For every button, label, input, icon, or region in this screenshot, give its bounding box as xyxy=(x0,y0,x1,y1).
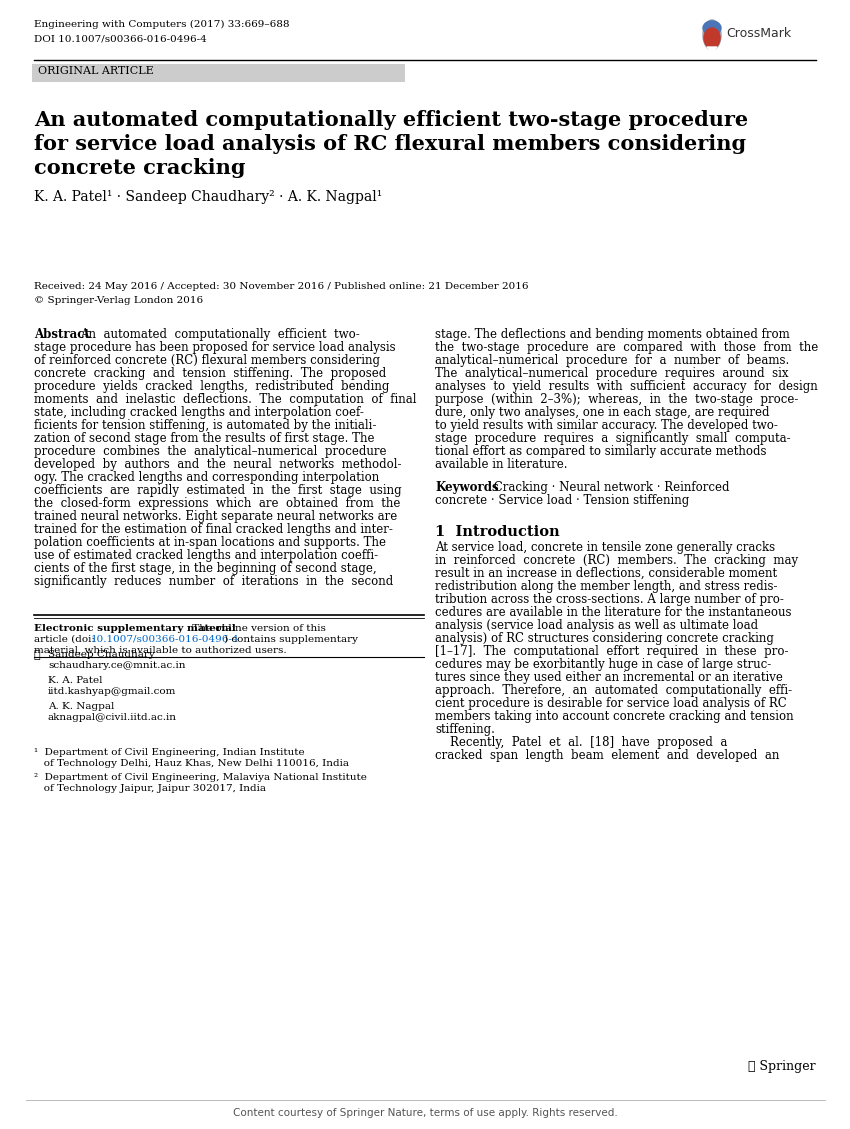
Text: trained neural networks. Eight separate neural networks are: trained neural networks. Eight separate … xyxy=(34,510,397,523)
Text: At service load, concrete in tensile zone generally cracks: At service load, concrete in tensile zon… xyxy=(435,541,775,554)
Text: ℒ Springer: ℒ Springer xyxy=(748,1060,816,1073)
Text: [1–17].  The  computational  effort  required  in  these  pro-: [1–17]. The computational effort require… xyxy=(435,645,789,658)
Text: ²  Department of Civil Engineering, Malaviya National Institute: ² Department of Civil Engineering, Malav… xyxy=(34,773,367,782)
Text: CrossMark: CrossMark xyxy=(726,27,791,40)
Text: Cracking · Neural network · Reinforced: Cracking · Neural network · Reinforced xyxy=(490,481,729,495)
Text: tional effort as compared to similarly accurate methods: tional effort as compared to similarly a… xyxy=(435,445,767,458)
Text: Electronic supplementary material: Electronic supplementary material xyxy=(34,624,235,633)
Text: An automated computationally efficient two-stage procedure: An automated computationally efficient t… xyxy=(34,110,748,130)
Text: Engineering with Computers (2017) 33:669–688: Engineering with Computers (2017) 33:669… xyxy=(34,20,290,29)
Text: members taking into account concrete cracking and tension: members taking into account concrete cra… xyxy=(435,710,794,723)
Text: to yield results with similar accuracy. The developed two-: to yield results with similar accuracy. … xyxy=(435,419,778,432)
Text: Sandeep Chaudhary: Sandeep Chaudhary xyxy=(48,650,155,659)
Text: stage. The deflections and bending moments obtained from: stage. The deflections and bending momen… xyxy=(435,329,790,341)
Text: purpose  (within  2–3%);  whereas,  in  the  two-stage  proce-: purpose (within 2–3%); whereas, in the t… xyxy=(435,393,798,406)
Text: developed  by  authors  and  the  neural  networks  methodol-: developed by authors and the neural netw… xyxy=(34,458,401,471)
Text: redistribution along the member length, and stress redis-: redistribution along the member length, … xyxy=(435,580,778,593)
Text: The online version of this: The online version of this xyxy=(189,624,326,633)
Text: Abstract: Abstract xyxy=(34,329,90,341)
Text: stage  procedure  requires  a  significantly  small  computa-: stage procedure requires a significantly… xyxy=(435,432,790,445)
Ellipse shape xyxy=(703,20,721,50)
Text: coefficients  are  rapidly  estimated  in  the  first  stage  using: coefficients are rapidly estimated in th… xyxy=(34,484,401,497)
Text: tures since they used either an incremental or an iterative: tures since they used either an incremen… xyxy=(435,671,783,684)
Text: ¹  Department of Civil Engineering, Indian Institute: ¹ Department of Civil Engineering, India… xyxy=(34,749,304,758)
Text: The  analytical–numerical  procedure  requires  around  six: The analytical–numerical procedure requi… xyxy=(435,367,789,380)
Text: use of estimated cracked lengths and interpolation coeffi-: use of estimated cracked lengths and int… xyxy=(34,549,378,562)
Text: concrete  cracking  and  tension  stiffening.  The  proposed: concrete cracking and tension stiffening… xyxy=(34,367,386,380)
Text: procedure  combines  the  analytical–numerical  procedure: procedure combines the analytical–numeri… xyxy=(34,445,387,458)
Text: ✉: ✉ xyxy=(34,650,41,660)
Text: significantly  reduces  number  of  iterations  in  the  second: significantly reduces number of iteratio… xyxy=(34,575,394,588)
Text: in  reinforced  concrete  (RC)  members.  The  cracking  may: in reinforced concrete (RC) members. The… xyxy=(435,554,798,567)
Text: An  automated  computationally  efficient  two-: An automated computationally efficient t… xyxy=(80,329,360,341)
Text: result in an increase in deflections, considerable moment: result in an increase in deflections, co… xyxy=(435,567,777,580)
Text: analysis) of RC structures considering concrete cracking: analysis) of RC structures considering c… xyxy=(435,632,774,645)
Text: K. A. Patel: K. A. Patel xyxy=(48,676,103,685)
Text: 10.1007/s00366-016-0496-4: 10.1007/s00366-016-0496-4 xyxy=(91,634,240,644)
Text: cedures are available in the literature for the instantaneous: cedures are available in the literature … xyxy=(435,606,791,619)
Text: state, including cracked lengths and interpolation coef-: state, including cracked lengths and int… xyxy=(34,406,364,419)
Text: of reinforced concrete (RC) flexural members considering: of reinforced concrete (RC) flexural mem… xyxy=(34,355,380,367)
Text: Content courtesy of Springer Nature, terms of use apply. Rights reserved.: Content courtesy of Springer Nature, ter… xyxy=(233,1108,617,1118)
Text: cient procedure is desirable for service load analysis of RC: cient procedure is desirable for service… xyxy=(435,697,787,710)
Text: approach.  Therefore,  an  automated  computationally  effi-: approach. Therefore, an automated comput… xyxy=(435,684,792,697)
Text: stiffening.: stiffening. xyxy=(435,723,495,736)
Text: analysis (service load analysis as well as ultimate load: analysis (service load analysis as well … xyxy=(435,619,758,632)
Text: analyses  to  yield  results  with  sufficient  accuracy  for  design: analyses to yield results with sufficien… xyxy=(435,380,818,393)
Text: the  two-stage  procedure  are  compared  with  those  from  the: the two-stage procedure are compared wit… xyxy=(435,341,819,355)
Text: schaudhary.ce@mnit.ac.in: schaudhary.ce@mnit.ac.in xyxy=(48,660,185,669)
Text: ORIGINAL ARTICLE: ORIGINAL ARTICLE xyxy=(38,65,154,76)
Text: for service load analysis of RC flexural members considering: for service load analysis of RC flexural… xyxy=(34,134,746,154)
Text: of Technology Delhi, Hauz Khas, New Delhi 110016, India: of Technology Delhi, Hauz Khas, New Delh… xyxy=(34,759,349,768)
Text: K. A. Patel¹ · Sandeep Chaudhary² · A. K. Nagpal¹: K. A. Patel¹ · Sandeep Chaudhary² · A. K… xyxy=(34,190,382,204)
Text: stage procedure has been proposed for service load analysis: stage procedure has been proposed for se… xyxy=(34,341,395,355)
Text: concrete · Service load · Tension stiffening: concrete · Service load · Tension stiffe… xyxy=(435,495,689,507)
Text: polation coefficients at in-span locations and supports. The: polation coefficients at in-span locatio… xyxy=(34,536,386,549)
Text: trained for the estimation of final cracked lengths and inter-: trained for the estimation of final crac… xyxy=(34,523,393,536)
Text: cients of the first stage, in the beginning of second stage,: cients of the first stage, in the beginn… xyxy=(34,562,377,575)
Text: A. K. Nagpal: A. K. Nagpal xyxy=(48,702,115,711)
Text: ) contains supplementary: ) contains supplementary xyxy=(224,634,358,645)
Text: zation of second stage from the results of first stage. The: zation of second stage from the results … xyxy=(34,432,375,445)
Polygon shape xyxy=(707,47,717,53)
Text: analytical–numerical  procedure  for  a  number  of  beams.: analytical–numerical procedure for a num… xyxy=(435,355,790,367)
Text: dure, only two analyses, one in each stage, are required: dure, only two analyses, one in each sta… xyxy=(435,406,769,419)
Text: aknagpal@civil.iitd.ac.in: aknagpal@civil.iitd.ac.in xyxy=(48,714,177,723)
Text: article (doi:: article (doi: xyxy=(34,634,95,644)
Bar xyxy=(32,64,405,82)
Text: Received: 24 May 2016 / Accepted: 30 November 2016 / Published online: 21 Decemb: Received: 24 May 2016 / Accepted: 30 Nov… xyxy=(34,282,529,291)
Text: cedures may be exorbitantly huge in case of large struc-: cedures may be exorbitantly huge in case… xyxy=(435,658,771,671)
Text: material, which is available to authorized users.: material, which is available to authoriz… xyxy=(34,646,286,655)
Text: cracked  span  length  beam  element  and  developed  an: cracked span length beam element and dev… xyxy=(435,749,779,762)
Text: the  closed-form  expressions  which  are  obtained  from  the: the closed-form expressions which are ob… xyxy=(34,497,400,510)
Text: moments  and  inelastic  deflections.  The  computation  of  final: moments and inelastic deflections. The c… xyxy=(34,393,416,406)
Text: 1  Introduction: 1 Introduction xyxy=(435,525,559,539)
Text: Recently,  Patel  et  al.  [18]  have  proposed  a: Recently, Patel et al. [18] have propose… xyxy=(435,736,728,749)
Text: ogy. The cracked lengths and corresponding interpolation: ogy. The cracked lengths and correspondi… xyxy=(34,471,379,484)
Text: Keywords: Keywords xyxy=(435,481,499,495)
Ellipse shape xyxy=(703,21,721,35)
Text: procedure  yields  cracked  lengths,  redistributed  bending: procedure yields cracked lengths, redist… xyxy=(34,380,389,393)
Text: tribution across the cross-sections. A large number of pro-: tribution across the cross-sections. A l… xyxy=(435,593,784,606)
Text: © Springer-Verlag London 2016: © Springer-Verlag London 2016 xyxy=(34,296,203,305)
Text: DOI 10.1007/s00366-016-0496-4: DOI 10.1007/s00366-016-0496-4 xyxy=(34,35,207,44)
Text: ficients for tension stiffening, is automated by the initiali-: ficients for tension stiffening, is auto… xyxy=(34,419,377,432)
Text: of Technology Jaipur, Jaipur 302017, India: of Technology Jaipur, Jaipur 302017, Ind… xyxy=(34,784,266,793)
Text: available in literature.: available in literature. xyxy=(435,458,568,471)
Text: iitd.kashyap@gmail.com: iitd.kashyap@gmail.com xyxy=(48,688,177,695)
Ellipse shape xyxy=(704,28,720,49)
Text: concrete cracking: concrete cracking xyxy=(34,158,246,178)
